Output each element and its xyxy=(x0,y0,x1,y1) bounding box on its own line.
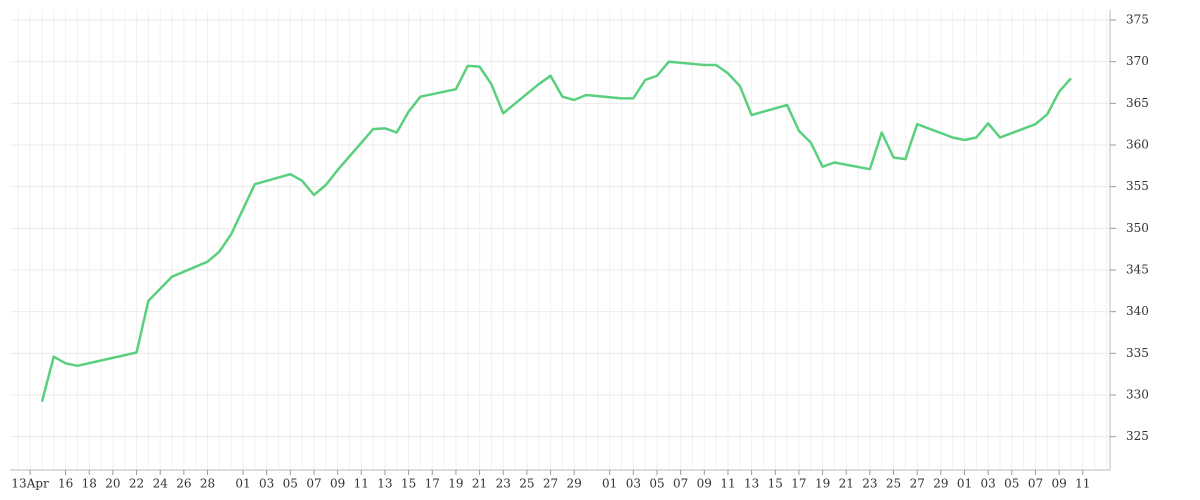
x-tick-label: 05 xyxy=(649,477,664,491)
x-tick-label: 21 xyxy=(839,477,854,491)
y-tick-label: 350 xyxy=(1126,221,1149,235)
x-tick-label: 20 xyxy=(105,477,120,491)
x-tick-label: 24 xyxy=(153,477,169,491)
x-tick-label: 22 xyxy=(129,477,144,491)
x-tick-label: 01 xyxy=(957,477,972,491)
x-tick-label: 29 xyxy=(567,477,582,491)
x-tick-label: 17 xyxy=(791,477,806,491)
x-tick-label: 15 xyxy=(768,477,783,491)
x-tick-label: 13 xyxy=(744,477,759,491)
x-tick-label: 27 xyxy=(543,477,558,491)
x-tick-label: 09 xyxy=(697,477,712,491)
x-tick-label: 15 xyxy=(401,477,416,491)
x-tick-label: 19 xyxy=(815,477,830,491)
x-tick-label: 03 xyxy=(626,477,641,491)
y-tick-label: 370 xyxy=(1126,54,1149,68)
x-tick-label: 13 xyxy=(377,477,392,491)
x-tick-label: 17 xyxy=(425,477,440,491)
x-tick-label: 03 xyxy=(259,477,274,491)
x-tick-label: 11 xyxy=(1075,477,1090,491)
x-tick-label: 18 xyxy=(82,477,97,491)
y-tick-label: 375 xyxy=(1126,13,1149,27)
x-tick-label: 13Apr xyxy=(11,477,49,491)
x-tick-label: 07 xyxy=(1028,477,1043,491)
x-tick-label: 03 xyxy=(981,477,996,491)
x-tick-label: 05 xyxy=(1004,477,1019,491)
x-tick-label: 21 xyxy=(472,477,487,491)
y-tick-label: 325 xyxy=(1126,429,1149,443)
x-tick-label: 25 xyxy=(519,477,534,491)
x-tick-label: 09 xyxy=(1051,477,1066,491)
y-tick-label: 360 xyxy=(1126,138,1149,152)
x-tick-label: 11 xyxy=(354,477,369,491)
price-line xyxy=(40,60,1072,402)
y-tick-label: 345 xyxy=(1126,263,1149,277)
x-tick-label: 09 xyxy=(330,477,345,491)
x-tick-label: 26 xyxy=(176,477,191,491)
y-tick-label: 340 xyxy=(1126,304,1149,318)
y-tick-label: 365 xyxy=(1126,96,1149,110)
x-tick-label: 07 xyxy=(673,477,688,491)
x-tick-label: 07 xyxy=(306,477,321,491)
x-tick-label: 19 xyxy=(448,477,463,491)
x-tick-label: 16 xyxy=(58,477,73,491)
x-tick-label: 23 xyxy=(496,477,511,491)
x-tick-label: 29 xyxy=(933,477,948,491)
x-tick-label: 28 xyxy=(200,477,215,491)
x-tick-label: 11 xyxy=(720,477,735,491)
x-tick-label: 05 xyxy=(283,477,298,491)
x-tick-label: 27 xyxy=(910,477,925,491)
x-tick-label: 01 xyxy=(602,477,617,491)
x-tick-label: 25 xyxy=(886,477,901,491)
y-tick-label: 330 xyxy=(1126,388,1149,402)
y-tick-label: 335 xyxy=(1126,346,1149,360)
x-tick-label: 01 xyxy=(235,477,250,491)
x-tick-label: 23 xyxy=(862,477,877,491)
y-tick-label: 355 xyxy=(1126,179,1149,193)
